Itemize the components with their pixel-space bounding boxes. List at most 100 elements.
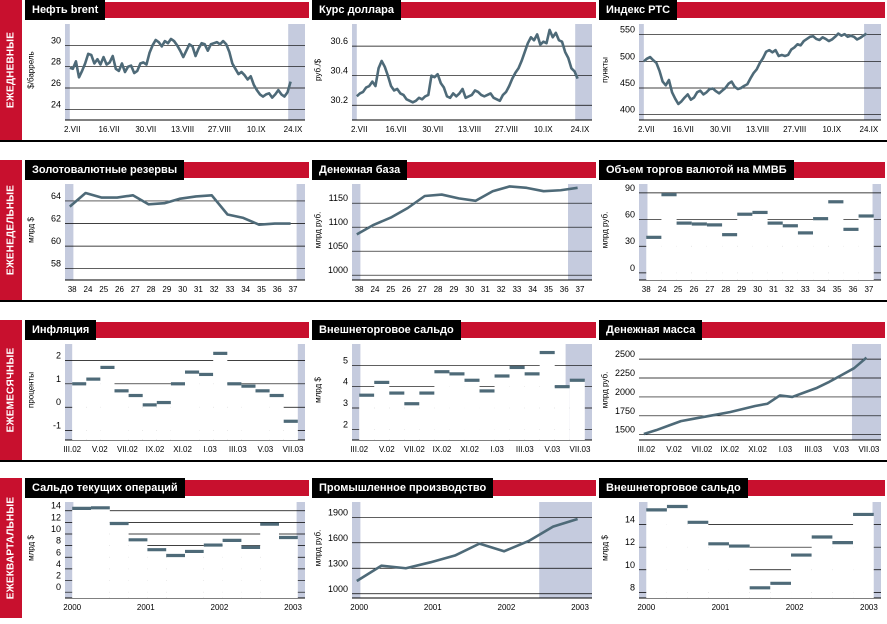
y-tick-label: 90 <box>625 183 635 193</box>
x-tick-label: 32 <box>210 285 219 294</box>
x-tick-label: 36 <box>849 285 858 294</box>
chart-trade-balance-quarterly: 8 10 12 14 2000 2001 2002 2003 <box>625 502 881 612</box>
bar-fill <box>797 232 814 280</box>
bar-fill <box>449 373 465 440</box>
bar-fill <box>222 540 242 598</box>
x-tick-label: 16.VII <box>99 125 120 134</box>
shade-band <box>639 184 648 280</box>
x-tick-label: 2003 <box>571 603 589 612</box>
y-tick-label: 30 <box>625 236 635 246</box>
x-tick-label: I.03 <box>204 445 218 454</box>
bar-fill <box>260 524 279 598</box>
x-tick-label: 26 <box>115 285 124 294</box>
shade-band <box>352 24 357 120</box>
y-tick-label: 30.6 <box>330 36 348 46</box>
bar-fill <box>227 383 242 440</box>
chart-panel: Промышленное производство млрд руб. 1000… <box>312 478 596 618</box>
y-tick-label: 1050 <box>328 241 348 251</box>
shade-band <box>872 184 881 280</box>
bar-fill <box>213 353 228 440</box>
x-tick-label: 13.VIII <box>171 125 194 134</box>
y-tick-label: 10 <box>625 560 635 570</box>
bar-fill <box>752 212 768 280</box>
x-tick-label: III.03 <box>229 445 247 454</box>
x-tick-label: 38 <box>355 285 364 294</box>
title-accent-bar <box>401 2 596 18</box>
shade-band <box>65 344 73 440</box>
bar-fill <box>509 367 525 440</box>
chart-panel: Денежная масса млрд руб. 1500 1750 2000 225… <box>599 320 885 460</box>
bar-fill <box>147 549 167 598</box>
y-tick-label: 1150 <box>329 193 348 203</box>
x-tick-label: IX.02 <box>433 445 452 454</box>
bar-fill <box>791 555 812 598</box>
series-line <box>68 191 291 226</box>
row-daily: ЕЖЕДНЕВНЫЕ Нефть brent $/баррель 24 26 28 3… <box>0 0 887 145</box>
chart-panel: Нефть brent $/баррель 24 26 28 30 2.VII 16.VI… <box>25 0 309 140</box>
chart-title: Промышленное производство <box>312 478 494 498</box>
y-tick-label: 1900 <box>328 507 348 517</box>
x-tick-label: 27 <box>131 285 140 294</box>
chart-title: Индекс РТС <box>599 0 678 20</box>
x-tick-label: 33 <box>801 285 810 294</box>
chart-title: Курс доллара <box>312 0 401 20</box>
chart-usd-rate: 30.2 30.4 30.6 2.VII 16.VII 30.VII 13.VIII 27.V… <box>330 24 592 134</box>
y-tick-label: 1500 <box>615 425 635 435</box>
bar-fill <box>464 380 480 440</box>
x-tick-label: 27.VIII <box>208 125 231 134</box>
y-tick-label: 0 <box>56 582 61 592</box>
chart-oil-brent: 24 26 28 30 2.VII 16.VII 30.VII 13.VIII 27.VIII 1… <box>51 24 305 134</box>
x-tick-label: V.03 <box>833 445 849 454</box>
bar-fill <box>156 402 171 440</box>
bar-fill <box>813 218 829 280</box>
x-tick-label: III.02 <box>637 445 655 454</box>
chart-panel: Индекс РТС пункты 400 450 500 550 2.VII 16.VI… <box>599 0 885 140</box>
y-tick-label: 62 <box>51 214 61 224</box>
chart-title: Денежная база <box>312 160 408 180</box>
x-tick-label: 35 <box>833 285 842 294</box>
bar-fill <box>199 374 214 440</box>
bar-fill <box>828 201 844 280</box>
x-tick-label: 37 <box>576 285 585 294</box>
x-tick-label: IX.02 <box>720 445 739 454</box>
shade-band <box>352 502 361 598</box>
y-tick-label: 1000 <box>328 584 348 594</box>
y-tick-label: 14 <box>625 515 635 525</box>
x-tick-label: XI.02 <box>748 445 767 454</box>
x-tick-label: VII.03 <box>570 445 591 454</box>
x-tick-label: 2002 <box>211 603 229 612</box>
x-tick-label: 27 <box>705 285 714 294</box>
title-accent-bar <box>461 322 596 338</box>
y-tick-label: 60 <box>51 236 61 246</box>
bar-fill <box>279 537 298 598</box>
y-tick-label: 14 <box>51 501 61 511</box>
x-tick-label: 2.VII <box>351 125 367 134</box>
bar-fill <box>843 229 859 280</box>
title-accent-bar <box>794 162 885 178</box>
bar-fill <box>109 523 129 598</box>
x-tick-label: XI.02 <box>460 445 479 454</box>
title-accent-bar <box>493 480 596 496</box>
title-accent-bar <box>702 322 885 338</box>
y-tick-label: 1100 <box>329 217 348 227</box>
bar-fill <box>661 194 677 280</box>
y-tick-label: 4 <box>56 559 61 569</box>
x-tick-label: 13.VIII <box>458 125 481 134</box>
title-accent-bar <box>677 2 885 18</box>
bar-fill <box>676 223 692 280</box>
bar-fill <box>706 224 723 280</box>
series-line <box>69 37 292 99</box>
bar-fill <box>100 367 115 440</box>
bar-fill <box>128 395 143 440</box>
x-tick-label: 31 <box>481 285 490 294</box>
shade-band <box>296 184 305 280</box>
shade-band <box>352 344 361 440</box>
x-tick-label: VII.03 <box>858 445 879 454</box>
x-tick-label: 24.IX <box>860 125 879 134</box>
x-tick-label: III.03 <box>516 445 534 454</box>
series-line <box>642 32 868 106</box>
y-tick-label: 12 <box>625 537 635 547</box>
chart-rts-index: 400 450 500 550 2.VII 16.VII 30.VII 13.VIII 27.V… <box>620 24 881 134</box>
title-accent-bar <box>748 480 885 496</box>
shade-band <box>296 502 305 598</box>
